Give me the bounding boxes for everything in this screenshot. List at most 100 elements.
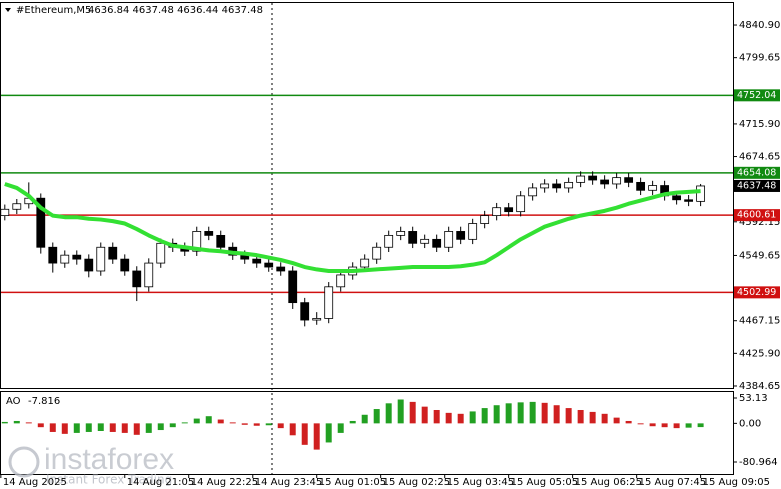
candle-body bbox=[492, 207, 502, 217]
candle-body bbox=[636, 181, 646, 191]
candle-body bbox=[84, 258, 94, 272]
candle-body bbox=[36, 197, 46, 248]
ao-bar bbox=[613, 417, 620, 424]
x-tick-label: 15 Aug 09:05 bbox=[703, 477, 770, 488]
candle-body bbox=[360, 258, 370, 268]
candle-body bbox=[288, 270, 298, 304]
candle-body bbox=[672, 195, 682, 201]
ao-bar bbox=[133, 423, 140, 435]
ao-bar bbox=[577, 409, 584, 424]
ao-bar bbox=[49, 423, 56, 432]
candle-body bbox=[600, 179, 610, 185]
candle-body bbox=[552, 183, 562, 189]
candle-body bbox=[408, 231, 418, 244]
ao-bar bbox=[337, 423, 344, 433]
candle-body bbox=[480, 215, 490, 224]
y-tick-label: 4467.15 bbox=[739, 316, 780, 327]
watermark-tagline: Instant Forex Trading bbox=[46, 473, 172, 487]
ao-bar bbox=[289, 423, 296, 436]
candle-body bbox=[516, 195, 526, 213]
ao-bar bbox=[229, 422, 236, 424]
price-panel bbox=[0, 2, 734, 389]
ao-bar bbox=[565, 408, 572, 424]
x-tick-label: 15 Aug 05:05 bbox=[511, 477, 578, 488]
ao-bar bbox=[637, 423, 644, 425]
ao-bar bbox=[361, 414, 368, 424]
last-price-label: 4637.48 bbox=[737, 180, 776, 191]
watermark-brand: instaforex bbox=[44, 443, 174, 476]
ao-bar bbox=[541, 402, 548, 424]
ao-bar bbox=[409, 401, 416, 424]
ao-bar bbox=[313, 423, 320, 450]
logo-icon bbox=[8, 446, 40, 478]
candle-body bbox=[648, 185, 658, 191]
ao-bar bbox=[625, 420, 632, 424]
candle-body bbox=[132, 270, 142, 288]
candle-body bbox=[216, 234, 226, 248]
ao-current: -7.816 bbox=[28, 396, 60, 407]
candle-body bbox=[12, 203, 22, 210]
last-price-box bbox=[734, 179, 780, 192]
candle-body bbox=[192, 231, 202, 252]
ao-bar bbox=[37, 423, 44, 428]
ao-bar bbox=[253, 423, 260, 426]
candle-body bbox=[312, 318, 322, 321]
candle-body bbox=[444, 231, 454, 248]
x-tick-label: 14 Aug 2025 bbox=[3, 477, 67, 488]
candle-body bbox=[156, 242, 166, 264]
candle-body bbox=[432, 238, 442, 248]
ao-bar bbox=[457, 413, 464, 424]
candle-body bbox=[252, 258, 262, 264]
candle-body bbox=[372, 246, 382, 260]
y-tick-label: 4799.65 bbox=[739, 53, 780, 64]
x-tick-label: 15 Aug 06:25 bbox=[575, 477, 642, 488]
candle-body bbox=[420, 238, 430, 244]
menu-arrow bbox=[5, 8, 11, 12]
ao-bar bbox=[325, 423, 332, 443]
candle-body bbox=[396, 231, 406, 236]
ao-bar bbox=[493, 405, 500, 424]
candle-body bbox=[300, 302, 310, 321]
ao-bar bbox=[685, 423, 692, 428]
ao-bar bbox=[73, 423, 80, 433]
ao-bar bbox=[445, 412, 452, 424]
y-tick-label: 4549.65 bbox=[739, 250, 780, 261]
ao-bar bbox=[277, 423, 284, 429]
ao-bar bbox=[349, 420, 356, 424]
ao-bar bbox=[433, 409, 440, 424]
y-tick-label: 4425.90 bbox=[739, 348, 780, 359]
ao-bar bbox=[649, 423, 656, 427]
ao-panel bbox=[0, 391, 734, 475]
level-box bbox=[734, 286, 780, 299]
ao-bar bbox=[265, 423, 272, 426]
level-box bbox=[734, 209, 780, 222]
candle-body bbox=[576, 175, 586, 183]
candle-body bbox=[96, 246, 106, 272]
chart-title: #Ethereum,M5 bbox=[16, 5, 91, 16]
ao-bar bbox=[157, 423, 164, 431]
ao-bar bbox=[301, 423, 308, 445]
x-tick-label: 15 Aug 03:45 bbox=[447, 477, 514, 488]
ao-bar bbox=[469, 411, 476, 424]
candle-body bbox=[564, 181, 574, 189]
ao-bar bbox=[697, 423, 704, 428]
ao-bar bbox=[385, 403, 392, 424]
ao-bar bbox=[241, 423, 248, 425]
candle-body bbox=[468, 223, 478, 240]
candle-body bbox=[612, 177, 622, 185]
y-tick-label: 4715.90 bbox=[739, 119, 780, 130]
ao-bar bbox=[661, 423, 668, 428]
level-label: 4752.04 bbox=[737, 90, 776, 101]
candle-body bbox=[264, 262, 274, 268]
ao-name: AO bbox=[6, 396, 21, 407]
candle-body bbox=[588, 175, 598, 181]
x-tick-label: 14 Aug 22:25 bbox=[191, 477, 258, 488]
ao-tick-label: 0.00 bbox=[739, 418, 761, 429]
ao-bar bbox=[181, 422, 188, 424]
ao-bar bbox=[145, 423, 152, 433]
x-tick-label: 14 Aug 21:05 bbox=[127, 477, 194, 488]
ao-bar bbox=[97, 423, 104, 431]
ao-bar bbox=[601, 413, 608, 424]
y-tick-label: 4674.65 bbox=[739, 152, 780, 163]
